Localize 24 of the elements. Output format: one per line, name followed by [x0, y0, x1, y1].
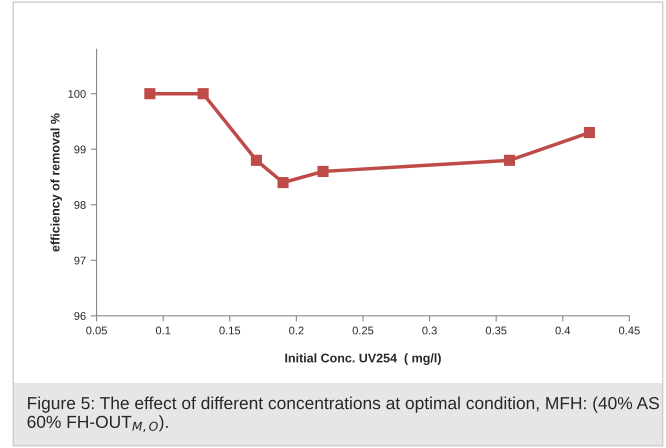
x-tick-label: 0.35: [486, 326, 507, 334]
x-tick-label: 0.3: [422, 326, 437, 334]
caption: Figure 5: The effect of different concentrations at optimal condition, MFH: (40% AS 60% FH-OUT$_{M,O}$).: [28, 396, 659, 432]
x-axis-title: Initial Conc. UV254 ( mg/l): [285, 353, 441, 365]
point: [584, 127, 595, 138]
y-tick-label: 97: [74, 256, 86, 264]
point: [277, 177, 289, 188]
y-axis-title: efficiency of removal %: [50, 113, 62, 252]
point: [317, 166, 329, 178]
x-tick-label: 0.05: [86, 326, 107, 334]
y-tick-label: 96: [74, 312, 86, 320]
x-tick-label: 0.15: [219, 326, 240, 334]
x-tick-label: 0.45: [618, 326, 640, 334]
point: [504, 154, 516, 166]
x-tick-label: 0.2: [289, 326, 304, 334]
y-tick-label: 99: [74, 146, 86, 154]
y-tick-label: 100: [68, 90, 86, 98]
y-tick-label: 98: [74, 201, 86, 209]
point: [144, 88, 156, 100]
x-tick-label: 0.4: [555, 326, 570, 334]
x-tick-label: 0.1: [156, 326, 170, 334]
x-tick-label: 0.25: [352, 326, 374, 334]
point: [198, 88, 209, 100]
point: [250, 154, 262, 166]
